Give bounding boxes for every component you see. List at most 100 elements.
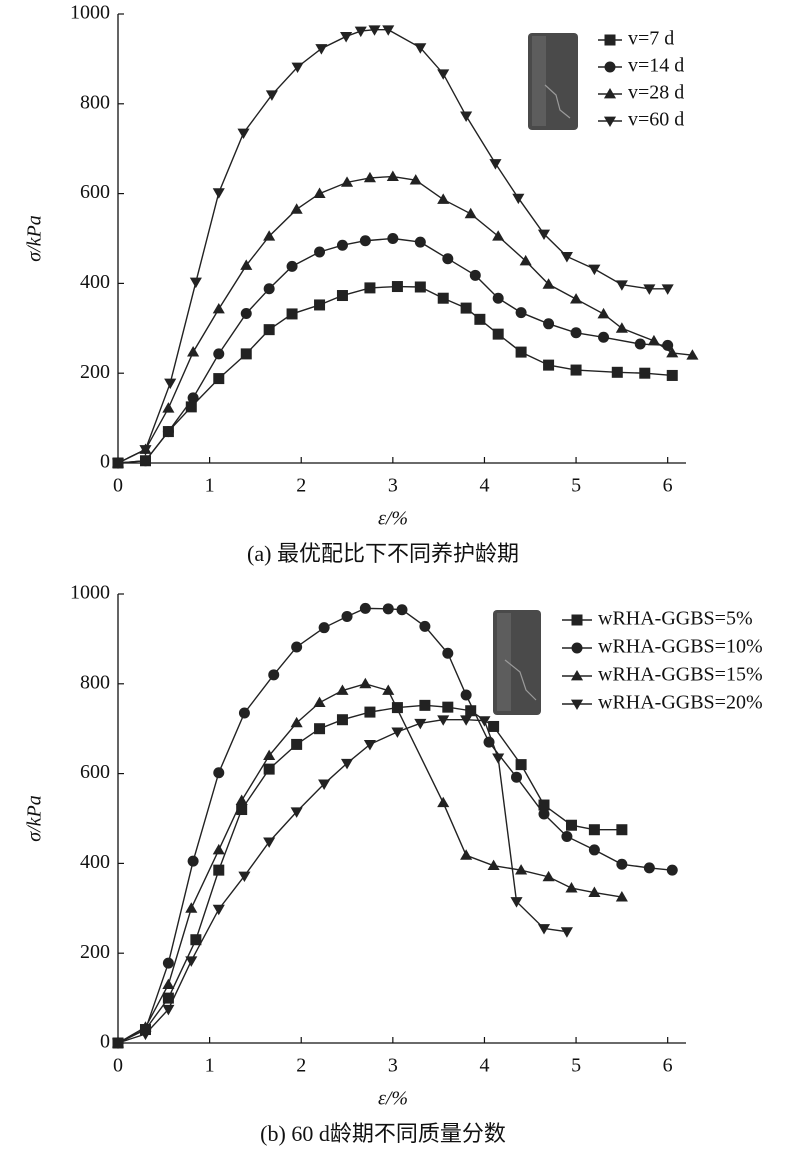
marker: [588, 264, 601, 276]
marker: [363, 171, 376, 183]
series-line: [117, 29, 668, 464]
marker: [263, 230, 276, 241]
marker: [409, 174, 422, 185]
x-tick-label: 1: [205, 475, 215, 497]
legend-marker: [571, 614, 583, 626]
marker: [437, 292, 449, 304]
marker: [414, 718, 427, 730]
marker: [437, 796, 450, 808]
marker: [340, 32, 353, 43]
series-line: [117, 237, 668, 464]
marker: [189, 277, 202, 289]
marker: [492, 292, 504, 304]
marker: [588, 886, 601, 897]
marker: [139, 455, 151, 467]
marker: [510, 897, 523, 908]
y-tick-label: 0: [100, 1031, 110, 1053]
marker: [597, 307, 610, 319]
marker: [139, 445, 152, 456]
marker: [615, 891, 628, 902]
marker: [313, 187, 326, 198]
marker: [616, 824, 628, 836]
marker: [437, 193, 450, 204]
marker: [265, 90, 278, 101]
marker: [139, 1029, 152, 1041]
marker: [340, 758, 354, 770]
marker: [162, 978, 175, 990]
marker: [598, 331, 610, 343]
marker: [290, 807, 303, 818]
marker: [314, 246, 326, 258]
marker: [212, 188, 225, 199]
x-tick-label: 4: [479, 1055, 489, 1077]
y-tick-label: 800: [80, 91, 110, 113]
marker: [240, 259, 253, 270]
marker: [336, 290, 348, 302]
marker: [474, 313, 486, 325]
marker: [460, 302, 472, 314]
x-tick-label: 1: [205, 1055, 215, 1077]
legend-label: v=14 d: [628, 55, 684, 77]
marker: [515, 346, 527, 358]
marker: [162, 992, 174, 1004]
x-tick-label: 2: [296, 475, 306, 497]
marker: [235, 794, 248, 805]
marker: [111, 1038, 125, 1050]
marker: [442, 253, 454, 265]
marker: [565, 819, 577, 831]
marker: [414, 236, 426, 248]
marker: [488, 720, 500, 732]
marker: [519, 254, 532, 266]
marker: [212, 302, 225, 314]
marker: [460, 689, 472, 701]
marker: [363, 740, 376, 751]
marker: [437, 69, 450, 80]
marker: [469, 269, 481, 281]
y-tick-label: 0: [100, 451, 110, 473]
marker: [263, 749, 276, 761]
marker: [318, 622, 330, 634]
marker: [162, 957, 174, 969]
marker: [314, 299, 326, 311]
specimen-photo: [528, 33, 578, 130]
marker: [341, 610, 353, 622]
marker: [240, 348, 252, 360]
x-tick-label: 5: [571, 475, 581, 497]
marker: [364, 282, 376, 294]
marker: [647, 334, 660, 346]
y-tick-label: 400: [80, 851, 110, 873]
marker: [368, 25, 381, 36]
marker: [492, 230, 505, 241]
marker: [236, 804, 248, 816]
marker: [442, 647, 454, 659]
marker: [382, 603, 394, 615]
marker: [537, 924, 551, 935]
x-tick-label: 2: [296, 1055, 306, 1077]
marker: [382, 684, 395, 695]
marker: [615, 280, 628, 291]
y-tick-label: 600: [80, 181, 110, 203]
marker: [340, 176, 354, 187]
x-axis-label: ε/%: [378, 508, 408, 530]
marker: [291, 62, 304, 74]
marker: [238, 871, 251, 883]
y-tick-label: 800: [80, 671, 110, 693]
marker: [543, 359, 555, 371]
y-axis-label: σ/kPa: [24, 215, 46, 262]
legend-label: wRHA-GGBS=5%: [598, 608, 753, 630]
legend-label: v=60 d: [628, 109, 684, 131]
marker: [185, 401, 197, 413]
marker: [286, 308, 298, 320]
marker: [263, 837, 276, 848]
marker: [616, 858, 628, 870]
marker: [542, 870, 555, 882]
x-tick-label: 3: [388, 1055, 398, 1077]
marker: [359, 235, 371, 247]
legend-marker: [571, 642, 583, 654]
marker: [336, 239, 348, 251]
marker: [391, 281, 403, 293]
marker: [666, 864, 678, 876]
marker: [359, 677, 372, 689]
marker: [460, 111, 473, 122]
